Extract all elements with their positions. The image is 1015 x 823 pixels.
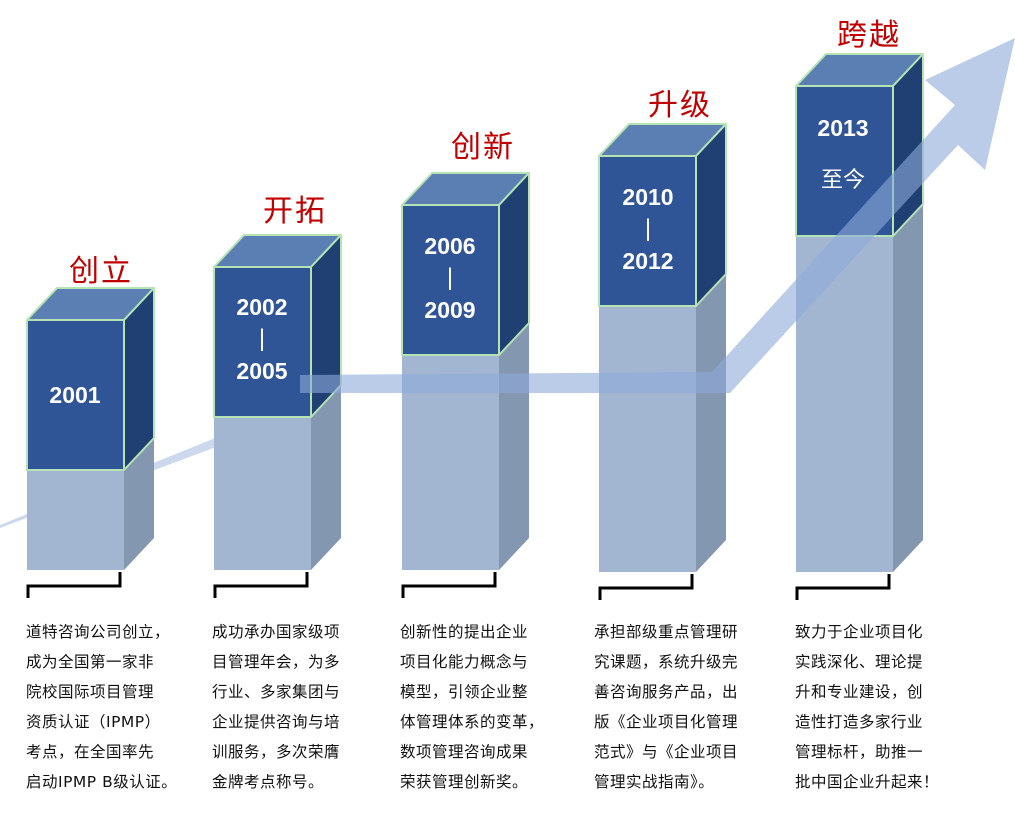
- pillar-front: [796, 236, 893, 572]
- year-label: 2002 | 2005: [236, 294, 288, 384]
- year-label: 2013 至今: [817, 115, 869, 192]
- cube-side: [123, 287, 155, 471]
- pillar-front: [402, 355, 499, 570]
- pillar-side: [893, 204, 923, 572]
- pillar-front: [599, 306, 696, 572]
- stage-description: 道特咨询公司创立， 成为全国第一家非 院校国际项目管理 资质认证（IPMP） 考…: [26, 623, 178, 791]
- pillar-side: [124, 438, 154, 570]
- pillar-side: [499, 323, 529, 570]
- stage-title: 升级: [648, 88, 712, 123]
- pillar-side: [696, 274, 726, 572]
- stage-title: 跨越: [837, 18, 901, 53]
- column-bracket: [598, 574, 694, 600]
- stage-description: 承担部级重点管理研 究课题，系统升级完 善咨询服务产品，出 版《企业项目化管理 …: [594, 623, 739, 791]
- year-label: 2006 | 2009: [424, 233, 476, 323]
- year-label: 2010 | 2012: [622, 184, 674, 274]
- growth-arrow-overlay: [300, 38, 1015, 393]
- stage-description: 成功承办国家级项 目管理年会，为多 行业、多家集团与 企业提供咨询与培 训服务，…: [212, 623, 341, 791]
- cube-side: [498, 172, 530, 356]
- stage-description: 致力于企业项目化 实践深化、理论提 升和专业建设，创 造性打造多家行业 管理标杆…: [795, 623, 940, 791]
- year-label: 2001: [49, 382, 101, 408]
- stage-title: 创立: [69, 254, 133, 289]
- column-bracket: [401, 572, 497, 598]
- cube-side: [695, 123, 727, 307]
- stage-description: 创新性的提出企业 项目化能力概念与 模型，引领企业整 体管理体系的变革， 数项管…: [400, 623, 545, 791]
- pillar-front: [27, 470, 124, 570]
- stage-title: 开拓: [263, 194, 327, 229]
- column-bracket: [213, 572, 309, 598]
- pillar-side: [311, 385, 341, 570]
- stage-title: 创新: [451, 130, 515, 165]
- pillar-front: [214, 417, 311, 570]
- column-bracket: [795, 574, 891, 600]
- column-bracket: [26, 572, 122, 598]
